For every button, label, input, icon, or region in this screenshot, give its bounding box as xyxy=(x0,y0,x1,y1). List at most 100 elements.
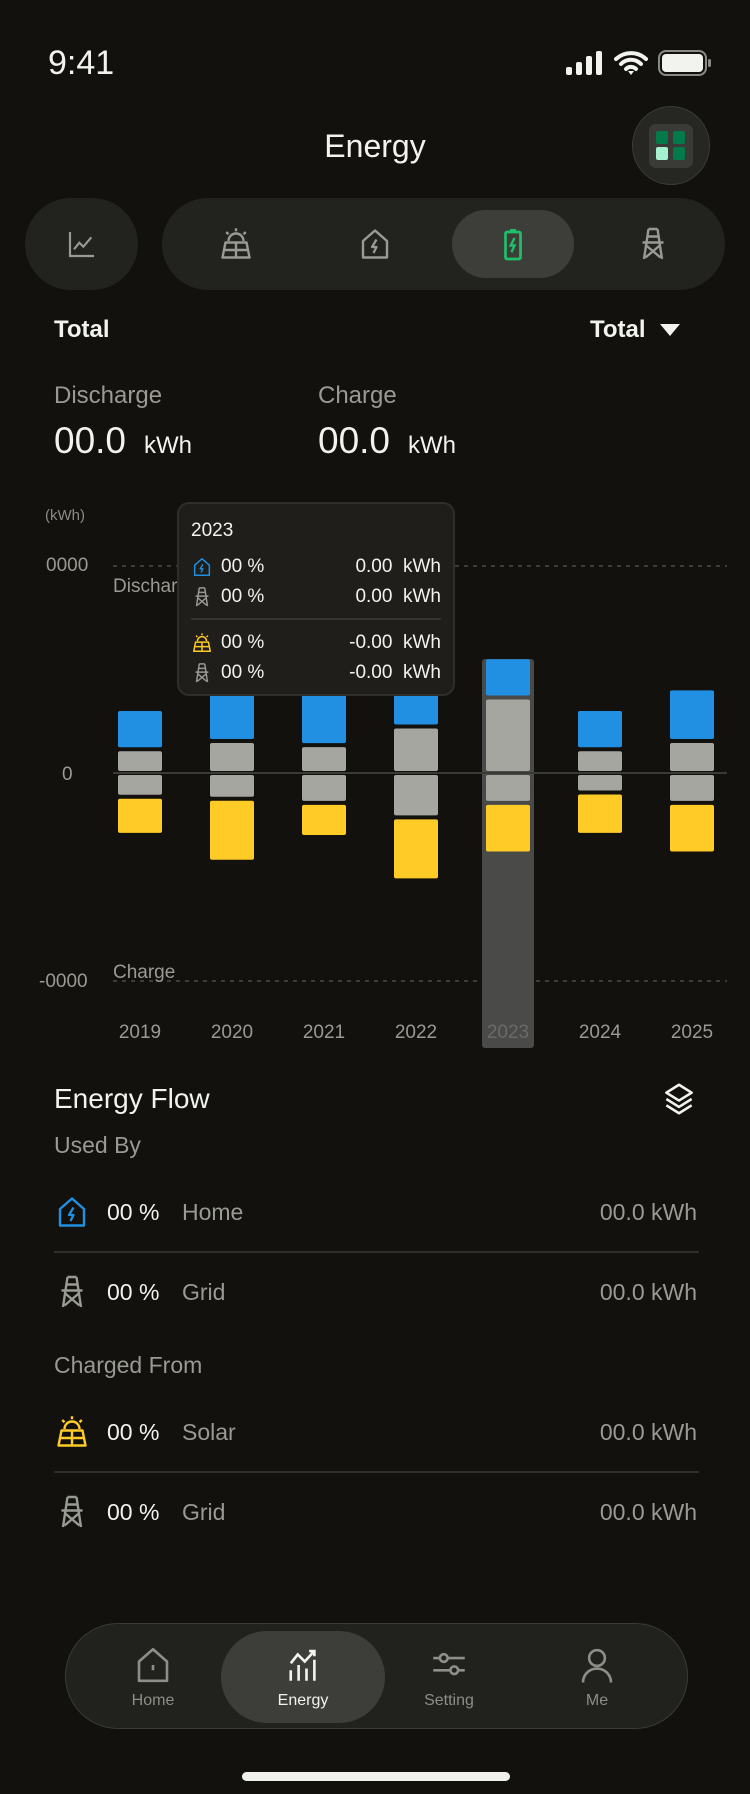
x-tick-label: 2023 xyxy=(487,1022,529,1043)
solar-icon xyxy=(191,632,213,654)
house-bolt-icon xyxy=(54,1194,90,1230)
tabbar-home-label: Home xyxy=(131,1692,175,1709)
bar-segment-home-2021[interactable] xyxy=(302,692,346,744)
house-bolt-icon xyxy=(191,556,213,578)
divider xyxy=(54,1471,699,1473)
period-select[interactable]: Total xyxy=(590,316,680,344)
discharge-value: 00.0 xyxy=(54,420,127,461)
solar-icon xyxy=(54,1414,90,1450)
period-select-value: Total xyxy=(590,316,646,343)
tab-solar[interactable] xyxy=(175,210,297,278)
flow-value: 00.0 kWh xyxy=(599,1198,697,1225)
trend-chart-button[interactable] xyxy=(25,198,138,290)
bar-segment-home-2022[interactable] xyxy=(394,692,438,725)
bar-segment-grid-2019[interactable] xyxy=(118,775,162,795)
battery-bolt-icon xyxy=(504,229,522,261)
flow-name: Grid xyxy=(182,1498,226,1525)
bar-segment-grid-2022[interactable] xyxy=(394,728,438,771)
tabbar-setting[interactable]: Setting xyxy=(367,1631,531,1723)
bar-segment-solar-2019[interactable] xyxy=(118,798,162,833)
bar-segment-grid-2020[interactable] xyxy=(210,743,254,771)
flow-row-grid-charge[interactable]: 00 % Grid 00.0 kWh xyxy=(54,1492,697,1532)
tooltip-pct: 00 % xyxy=(221,556,265,577)
flow-value: 00.0 kWh xyxy=(599,1278,697,1305)
tab-grid[interactable] xyxy=(592,210,714,278)
bar-segment-home-2024[interactable] xyxy=(578,711,622,748)
y-tick-zero: 0 xyxy=(62,764,73,785)
grid-tower-icon xyxy=(54,1494,90,1530)
energy-stats-icon xyxy=(289,1649,316,1681)
tooltip-value: -0.00 kWh xyxy=(349,662,441,683)
bar-segment-home-2019[interactable] xyxy=(118,711,162,748)
bar-segment-grid-2019[interactable] xyxy=(118,751,162,771)
bar-segment-solar-2020[interactable] xyxy=(210,800,254,860)
layers-icon xyxy=(665,1083,693,1115)
flow-row-solar[interactable]: 00 % Solar 00.0 kWh xyxy=(54,1412,697,1452)
bar-segment-grid-2025[interactable] xyxy=(670,743,714,771)
source-tabs xyxy=(162,198,725,290)
bar-segment-grid-2021[interactable] xyxy=(302,775,346,801)
flow-value: 00.0 kWh xyxy=(599,1498,697,1525)
bar-segment-solar-2021[interactable] xyxy=(302,804,346,835)
flow-pct: 00 % xyxy=(107,1278,160,1305)
bar-segment-home-2020[interactable] xyxy=(210,688,254,740)
x-tick-label: 2019 xyxy=(119,1022,161,1043)
house-bolt-icon xyxy=(357,226,393,262)
tabbar-energy-label: Energy xyxy=(277,1692,329,1709)
bar-segment-home-2023[interactable] xyxy=(486,659,530,696)
grid-tower-icon xyxy=(191,586,213,608)
charge-label: Charge xyxy=(318,382,397,409)
x-tick-label: 2025 xyxy=(671,1022,713,1043)
bottom-tab-bar: Home Energy Setting Me xyxy=(65,1623,688,1729)
bar-segment-grid-2024[interactable] xyxy=(578,751,622,771)
bar-segment-grid-2020[interactable] xyxy=(210,775,254,797)
flow-row-home[interactable]: 00 % Home 00.0 kWh xyxy=(54,1192,697,1232)
bar-segment-grid-2025[interactable] xyxy=(670,775,714,801)
flow-row-grid[interactable]: 00 % Grid 00.0 kWh xyxy=(54,1272,697,1312)
tabbar-home[interactable]: Home xyxy=(71,1631,235,1723)
tooltip-row: 00 % 0.00 kWh xyxy=(191,552,441,582)
widget-button[interactable] xyxy=(632,106,710,185)
period-label: Total xyxy=(54,316,110,343)
bar-segment-grid-2023[interactable] xyxy=(486,699,530,771)
x-tick-label: 2022 xyxy=(395,1022,437,1043)
bar-segment-solar-2022[interactable] xyxy=(394,819,438,879)
bar-segment-grid-2023[interactable] xyxy=(486,775,530,801)
tabbar-me[interactable]: Me xyxy=(515,1631,679,1723)
status-icons xyxy=(566,50,712,76)
bar-segment-solar-2025[interactable] xyxy=(670,804,714,852)
bar-segment-grid-2021[interactable] xyxy=(302,747,346,771)
home-indicator xyxy=(242,1772,510,1781)
tooltip-pct: 00 % xyxy=(221,662,265,683)
status-time: 9:41 xyxy=(48,44,115,82)
tab-battery[interactable] xyxy=(452,210,574,278)
x-tick-label: 2020 xyxy=(211,1022,253,1043)
tooltip-value: -0.00 kWh xyxy=(349,632,441,653)
home-icon xyxy=(137,1647,169,1683)
bar-segment-home-2025[interactable] xyxy=(670,690,714,740)
bar-segment-solar-2024[interactable] xyxy=(578,794,622,833)
bar-segment-grid-2024[interactable] xyxy=(578,775,622,791)
layers-button[interactable] xyxy=(660,1080,698,1118)
used-by-heading: Used By xyxy=(54,1132,141,1158)
tooltip-year: 2023 xyxy=(191,520,234,541)
line-chart-icon xyxy=(68,232,94,258)
signal-icon xyxy=(566,51,602,75)
bar-segment-grid-2022[interactable] xyxy=(394,775,438,816)
caret-down-icon xyxy=(659,324,680,336)
tooltip-row: 00 % -0.00 kWh xyxy=(191,658,441,688)
tab-home[interactable] xyxy=(314,210,436,278)
x-tick-label: 2021 xyxy=(303,1022,345,1043)
flow-pct: 00 % xyxy=(107,1498,160,1525)
energy-flow-title: Energy Flow xyxy=(54,1083,210,1114)
tooltip-value: 0.00 kWh xyxy=(355,586,441,607)
tabbar-energy[interactable]: Energy xyxy=(221,1631,385,1723)
wifi-icon xyxy=(614,51,648,75)
chart-tooltip: 2023 00 % 0.00 kWh 00 % 0.00 kWh 00 % -0.00… xyxy=(177,502,455,696)
x-tick-label: 2024 xyxy=(579,1022,622,1043)
charged-from-heading: Charged From xyxy=(54,1352,203,1378)
tooltip-row: 00 % 0.00 kWh xyxy=(191,582,441,612)
y-tick-min: -0000 xyxy=(39,971,88,992)
user-icon xyxy=(581,1648,613,1683)
bar-segment-solar-2023[interactable] xyxy=(486,804,530,852)
